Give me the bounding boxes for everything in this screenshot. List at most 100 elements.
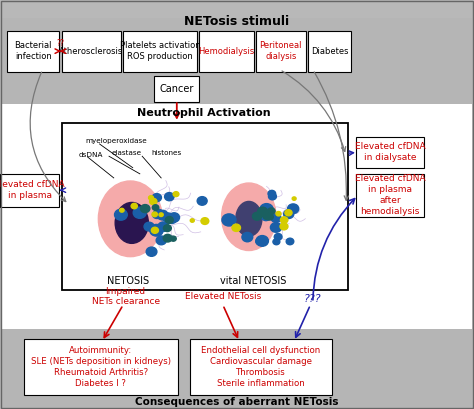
Text: ??: ?? [57,39,64,48]
Text: histones: histones [152,151,182,156]
Text: NETosis stimuli: NETosis stimuli [184,15,290,28]
Circle shape [264,211,272,218]
Ellipse shape [99,181,162,257]
FancyBboxPatch shape [356,137,424,168]
FancyBboxPatch shape [123,31,197,72]
Circle shape [201,218,209,225]
Circle shape [157,210,168,220]
Circle shape [222,214,236,226]
Circle shape [146,247,157,256]
Circle shape [264,211,268,216]
Circle shape [268,193,276,200]
Circle shape [264,210,273,218]
FancyBboxPatch shape [356,174,424,217]
Circle shape [258,209,266,216]
Bar [2,329,472,407]
Text: Hemodialysis: Hemodialysis [198,47,255,56]
Text: Neutrophil Activation: Neutrophil Activation [137,108,271,118]
Circle shape [261,213,271,220]
Circle shape [190,219,194,222]
Circle shape [165,216,173,223]
Circle shape [152,205,159,210]
Circle shape [257,207,268,216]
Circle shape [285,210,292,216]
Circle shape [115,209,128,220]
Circle shape [288,204,299,213]
Ellipse shape [222,183,276,250]
Text: Platelets activation
ROS production: Platelets activation ROS production [119,41,201,61]
Circle shape [286,238,294,245]
Circle shape [133,207,146,218]
Circle shape [253,212,262,220]
Circle shape [268,208,275,214]
Circle shape [154,209,163,217]
FancyBboxPatch shape [190,339,332,395]
FancyBboxPatch shape [0,174,59,207]
Circle shape [151,227,158,234]
Ellipse shape [115,202,148,243]
Circle shape [170,236,176,241]
Circle shape [281,217,288,223]
Circle shape [152,212,157,217]
Circle shape [268,190,276,197]
Circle shape [167,215,177,223]
Circle shape [242,232,253,242]
Circle shape [232,224,240,231]
FancyBboxPatch shape [62,123,348,290]
FancyBboxPatch shape [154,76,199,102]
FancyArrowPatch shape [282,71,346,151]
FancyBboxPatch shape [62,31,121,72]
Circle shape [140,204,150,213]
Circle shape [144,222,154,231]
Circle shape [148,196,154,200]
FancyArrowPatch shape [30,72,66,202]
Text: Atherosclerosis: Atherosclerosis [59,47,123,56]
FancyBboxPatch shape [308,31,351,72]
Circle shape [173,192,179,197]
Text: Elevated cfDNA
in plasma: Elevated cfDNA in plasma [0,180,65,200]
Text: NETOSIS: NETOSIS [107,276,149,286]
Circle shape [163,234,172,242]
Text: vital NETOSIS: vital NETOSIS [220,276,287,286]
Circle shape [256,236,268,246]
Circle shape [156,236,166,245]
Circle shape [266,213,273,220]
Text: Impaired
NETs clearance: Impaired NETs clearance [91,287,160,306]
Circle shape [280,223,288,230]
Circle shape [119,208,124,212]
Circle shape [256,238,264,245]
Circle shape [158,222,169,231]
Text: Consequences of aberrant NETosis: Consequences of aberrant NETosis [135,397,339,407]
Circle shape [270,222,282,232]
Circle shape [131,203,137,209]
Circle shape [292,197,296,200]
Text: elastase: elastase [111,151,142,156]
Circle shape [260,211,266,216]
Text: Endothelial cell dysfunction
Cardiovascular damage
Thrombosis
Sterile inflammati: Endothelial cell dysfunction Cardiovascu… [201,346,320,388]
Bar [2,104,472,329]
Circle shape [164,225,171,231]
Circle shape [163,213,173,222]
Circle shape [273,239,280,245]
Circle shape [274,234,282,240]
FancyArrowPatch shape [314,72,348,200]
Text: Elevated NETosis: Elevated NETosis [185,292,261,301]
FancyBboxPatch shape [199,31,254,72]
Text: Autoimmunity:
SLE (NETs deposition in kidneys)
Rheumatoid Arthritis?
Diabetes I : Autoimmunity: SLE (NETs deposition in ki… [31,346,171,388]
Circle shape [152,193,162,202]
Text: Elevated cfDNA
in plasma
after
hemodialysis: Elevated cfDNA in plasma after hemodialy… [355,174,425,216]
Circle shape [150,198,157,204]
Text: Peritoneal
dialysis: Peritoneal dialysis [260,41,302,61]
Circle shape [266,214,270,218]
Bar [2,18,472,104]
Text: ???: ??? [304,294,322,304]
FancyBboxPatch shape [24,339,178,395]
Circle shape [164,193,174,201]
Circle shape [169,213,180,222]
Text: myeloperoxidase: myeloperoxidase [85,138,147,144]
Circle shape [153,211,161,218]
Circle shape [197,197,207,205]
Circle shape [150,225,163,236]
Circle shape [283,210,294,218]
Circle shape [271,214,281,222]
